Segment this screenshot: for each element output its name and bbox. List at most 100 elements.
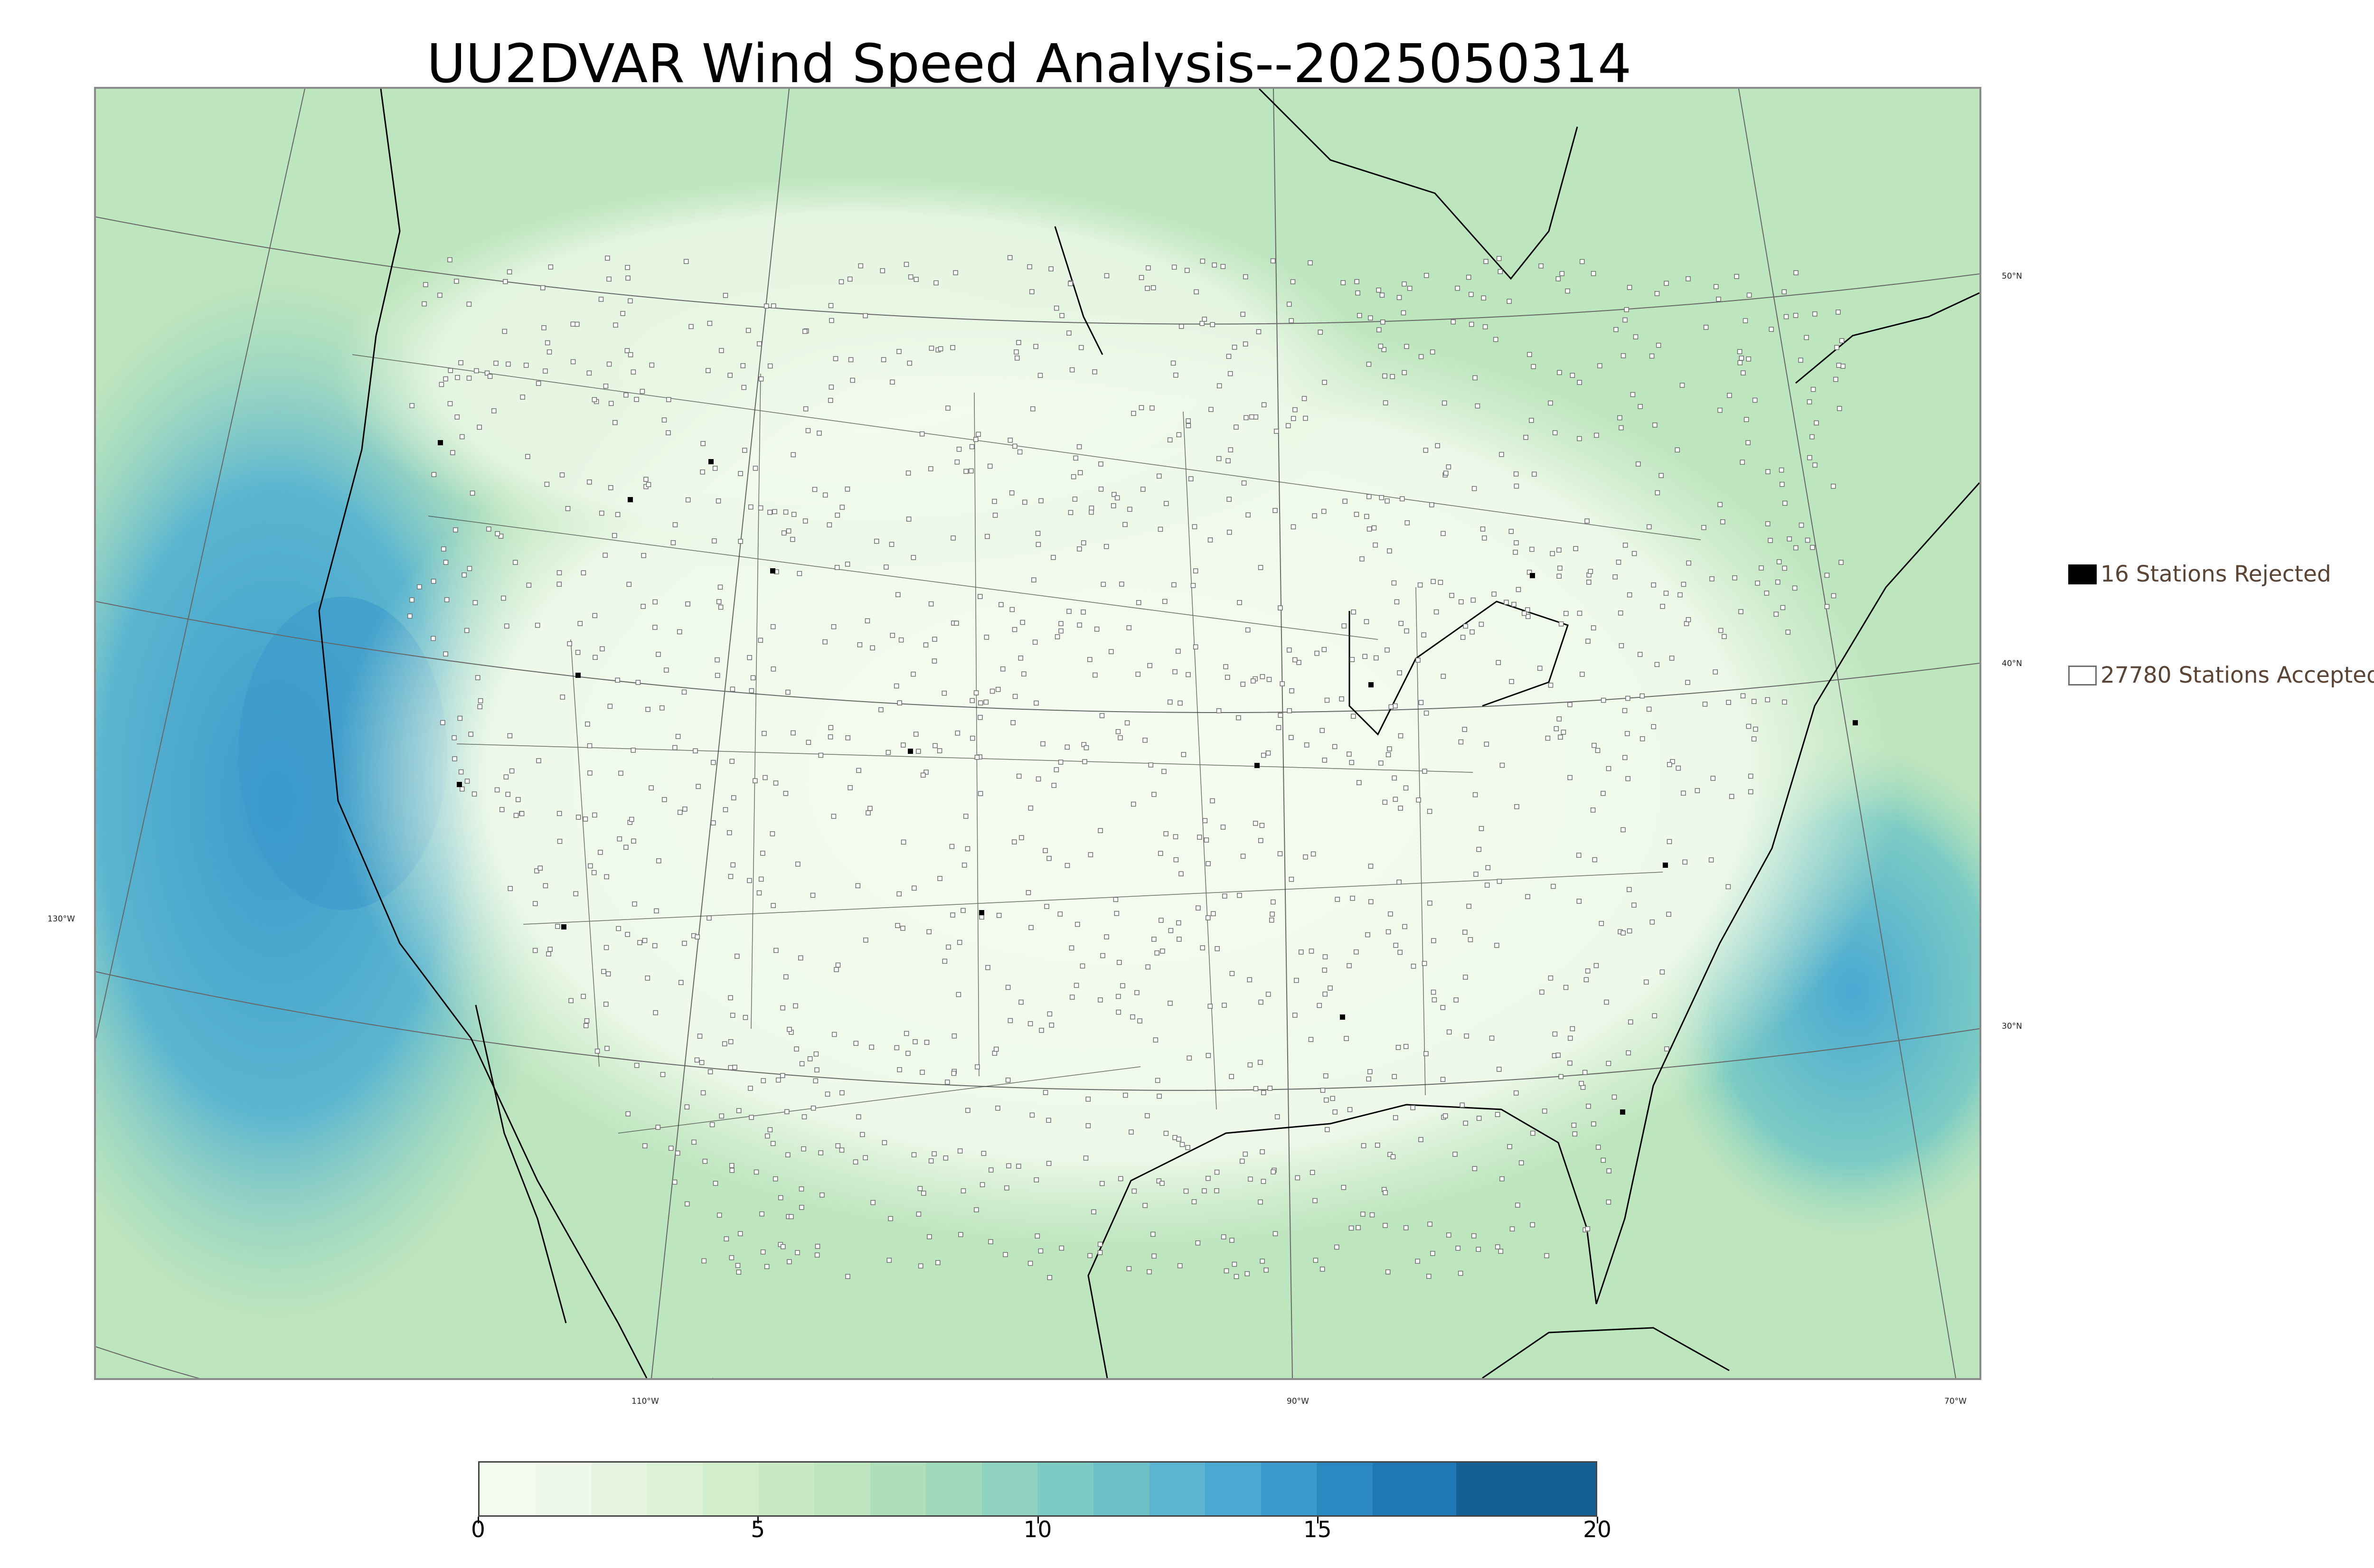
- station-accepted-marker: [1065, 863, 1070, 868]
- station-accepted-marker: [707, 320, 713, 326]
- station-accepted-marker: [1089, 506, 1094, 511]
- station-accepted-marker: [1222, 1003, 1227, 1008]
- station-accepted-marker: [615, 677, 620, 683]
- station-accepted-marker: [1402, 924, 1407, 930]
- station-accepted-marker: [1073, 455, 1078, 461]
- station-accepted-marker: [1675, 447, 1680, 453]
- station-accepted-marker: [591, 870, 597, 875]
- station-accepted-marker: [773, 948, 779, 953]
- station-accepted-marker: [1364, 514, 1369, 519]
- station-accepted-marker: [973, 437, 979, 442]
- station-accepted-marker: [1567, 1061, 1573, 1066]
- station-accepted-marker: [1451, 319, 1456, 325]
- station-accepted-marker: [460, 786, 465, 792]
- station-accepted-marker: [717, 584, 723, 590]
- station-accepted-marker: [1204, 837, 1209, 843]
- rejected-marker-icon: [2068, 564, 2097, 584]
- station-accepted-marker: [1322, 757, 1328, 763]
- station-accepted-marker: [1453, 997, 1459, 1003]
- station-accepted-marker: [1303, 854, 1308, 860]
- station-accepted-marker: [1432, 997, 1437, 1003]
- station-accepted-marker: [1245, 512, 1251, 517]
- station-accepted-marker: [1773, 611, 1779, 617]
- station-accepted-marker: [653, 1010, 658, 1015]
- station-accepted-marker: [1737, 360, 1743, 366]
- station-accepted-marker: [1366, 1076, 1371, 1082]
- station-accepted-marker: [969, 444, 975, 450]
- station-accepted-marker: [1078, 345, 1084, 350]
- station-accepted-marker: [1576, 899, 1582, 904]
- station-accepted-marker: [1160, 948, 1165, 954]
- station-accepted-marker: [493, 360, 499, 366]
- station-accepted-marker: [713, 1181, 718, 1186]
- map-panel[interactable]: [94, 87, 1981, 1380]
- station-accepted-marker: [1308, 1037, 1314, 1042]
- station-accepted-marker: [606, 361, 612, 367]
- station-accepted-marker: [513, 813, 519, 818]
- station-accepted-marker: [1509, 679, 1514, 684]
- station-accepted-marker: [1301, 396, 1307, 401]
- station-accepted-marker: [787, 1027, 792, 1032]
- station-accepted-marker: [898, 637, 904, 643]
- station-accepted-marker: [1051, 783, 1057, 788]
- station-accepted-marker: [1239, 1158, 1245, 1164]
- station-accepted-marker: [1379, 292, 1385, 298]
- station-accepted-marker: [1523, 435, 1528, 440]
- station-accepted-marker: [901, 742, 906, 748]
- station-accepted-marker: [642, 1143, 648, 1148]
- station-accepted-marker: [1225, 458, 1231, 463]
- station-accepted-marker: [1028, 925, 1034, 930]
- station-accepted-marker: [1274, 429, 1279, 434]
- station-accepted-marker: [1094, 626, 1100, 632]
- station-accepted-marker: [423, 282, 428, 287]
- station-accepted-marker: [1258, 1199, 1263, 1205]
- station-accepted-marker: [1081, 540, 1086, 545]
- station-accepted-marker: [1347, 1107, 1353, 1112]
- station-accepted-marker: [1395, 1045, 1401, 1050]
- station-accepted-marker: [1037, 373, 1043, 378]
- station-accepted-marker: [1590, 807, 1596, 813]
- station-accepted-marker: [444, 597, 450, 602]
- station-accepted-marker: [1738, 609, 1743, 614]
- station-accepted-marker: [1122, 522, 1128, 527]
- station-accepted-marker: [1136, 600, 1141, 605]
- station-accepted-marker: [604, 1046, 610, 1051]
- station-accepted-marker: [447, 257, 452, 263]
- station-accepted-marker: [928, 1158, 934, 1164]
- station-accepted-marker: [1243, 1151, 1248, 1157]
- station-accepted-marker: [928, 601, 934, 607]
- station-accepted-marker: [565, 506, 571, 511]
- station-accepted-marker: [1572, 1131, 1578, 1136]
- station-accepted-marker: [1554, 726, 1559, 732]
- station-accepted-marker: [1054, 305, 1059, 311]
- station-accepted-marker: [1564, 610, 1569, 616]
- station-accepted-marker: [1240, 682, 1246, 687]
- station-accepted-marker: [748, 1086, 753, 1091]
- station-accepted-marker: [1348, 1225, 1354, 1231]
- station-accepted-marker: [1423, 1051, 1429, 1056]
- station-accepted-marker: [1660, 604, 1665, 609]
- station-accepted-marker: [920, 1070, 925, 1075]
- station-accepted-marker: [1579, 1081, 1584, 1086]
- station-accepted-marker: [439, 382, 444, 387]
- station-accepted-marker: [700, 1090, 706, 1096]
- station-accepted-marker: [1265, 992, 1271, 997]
- station-accepted-marker: [501, 595, 506, 601]
- station-accepted-marker: [1710, 776, 1716, 781]
- station-accepted-marker: [716, 498, 721, 504]
- station-accepted-marker: [1176, 432, 1182, 438]
- station-accepted-marker: [758, 638, 763, 643]
- station-accepted-marker: [599, 510, 604, 516]
- station-accepted-marker: [1664, 1046, 1669, 1052]
- station-accepted-marker: [1354, 949, 1359, 955]
- station-accepted-marker: [1226, 497, 1232, 502]
- station-accepted-marker: [1745, 440, 1751, 445]
- station-accepted-marker: [1591, 625, 1596, 630]
- station-accepted-marker: [1076, 444, 1082, 450]
- station-accepted-marker: [1098, 461, 1103, 467]
- station-accepted-marker: [1616, 559, 1621, 565]
- station-accepted-marker: [1551, 883, 1556, 889]
- station-accepted-marker: [1089, 509, 1094, 515]
- station-accepted-marker: [504, 623, 509, 629]
- station-accepted-marker: [1046, 855, 1052, 861]
